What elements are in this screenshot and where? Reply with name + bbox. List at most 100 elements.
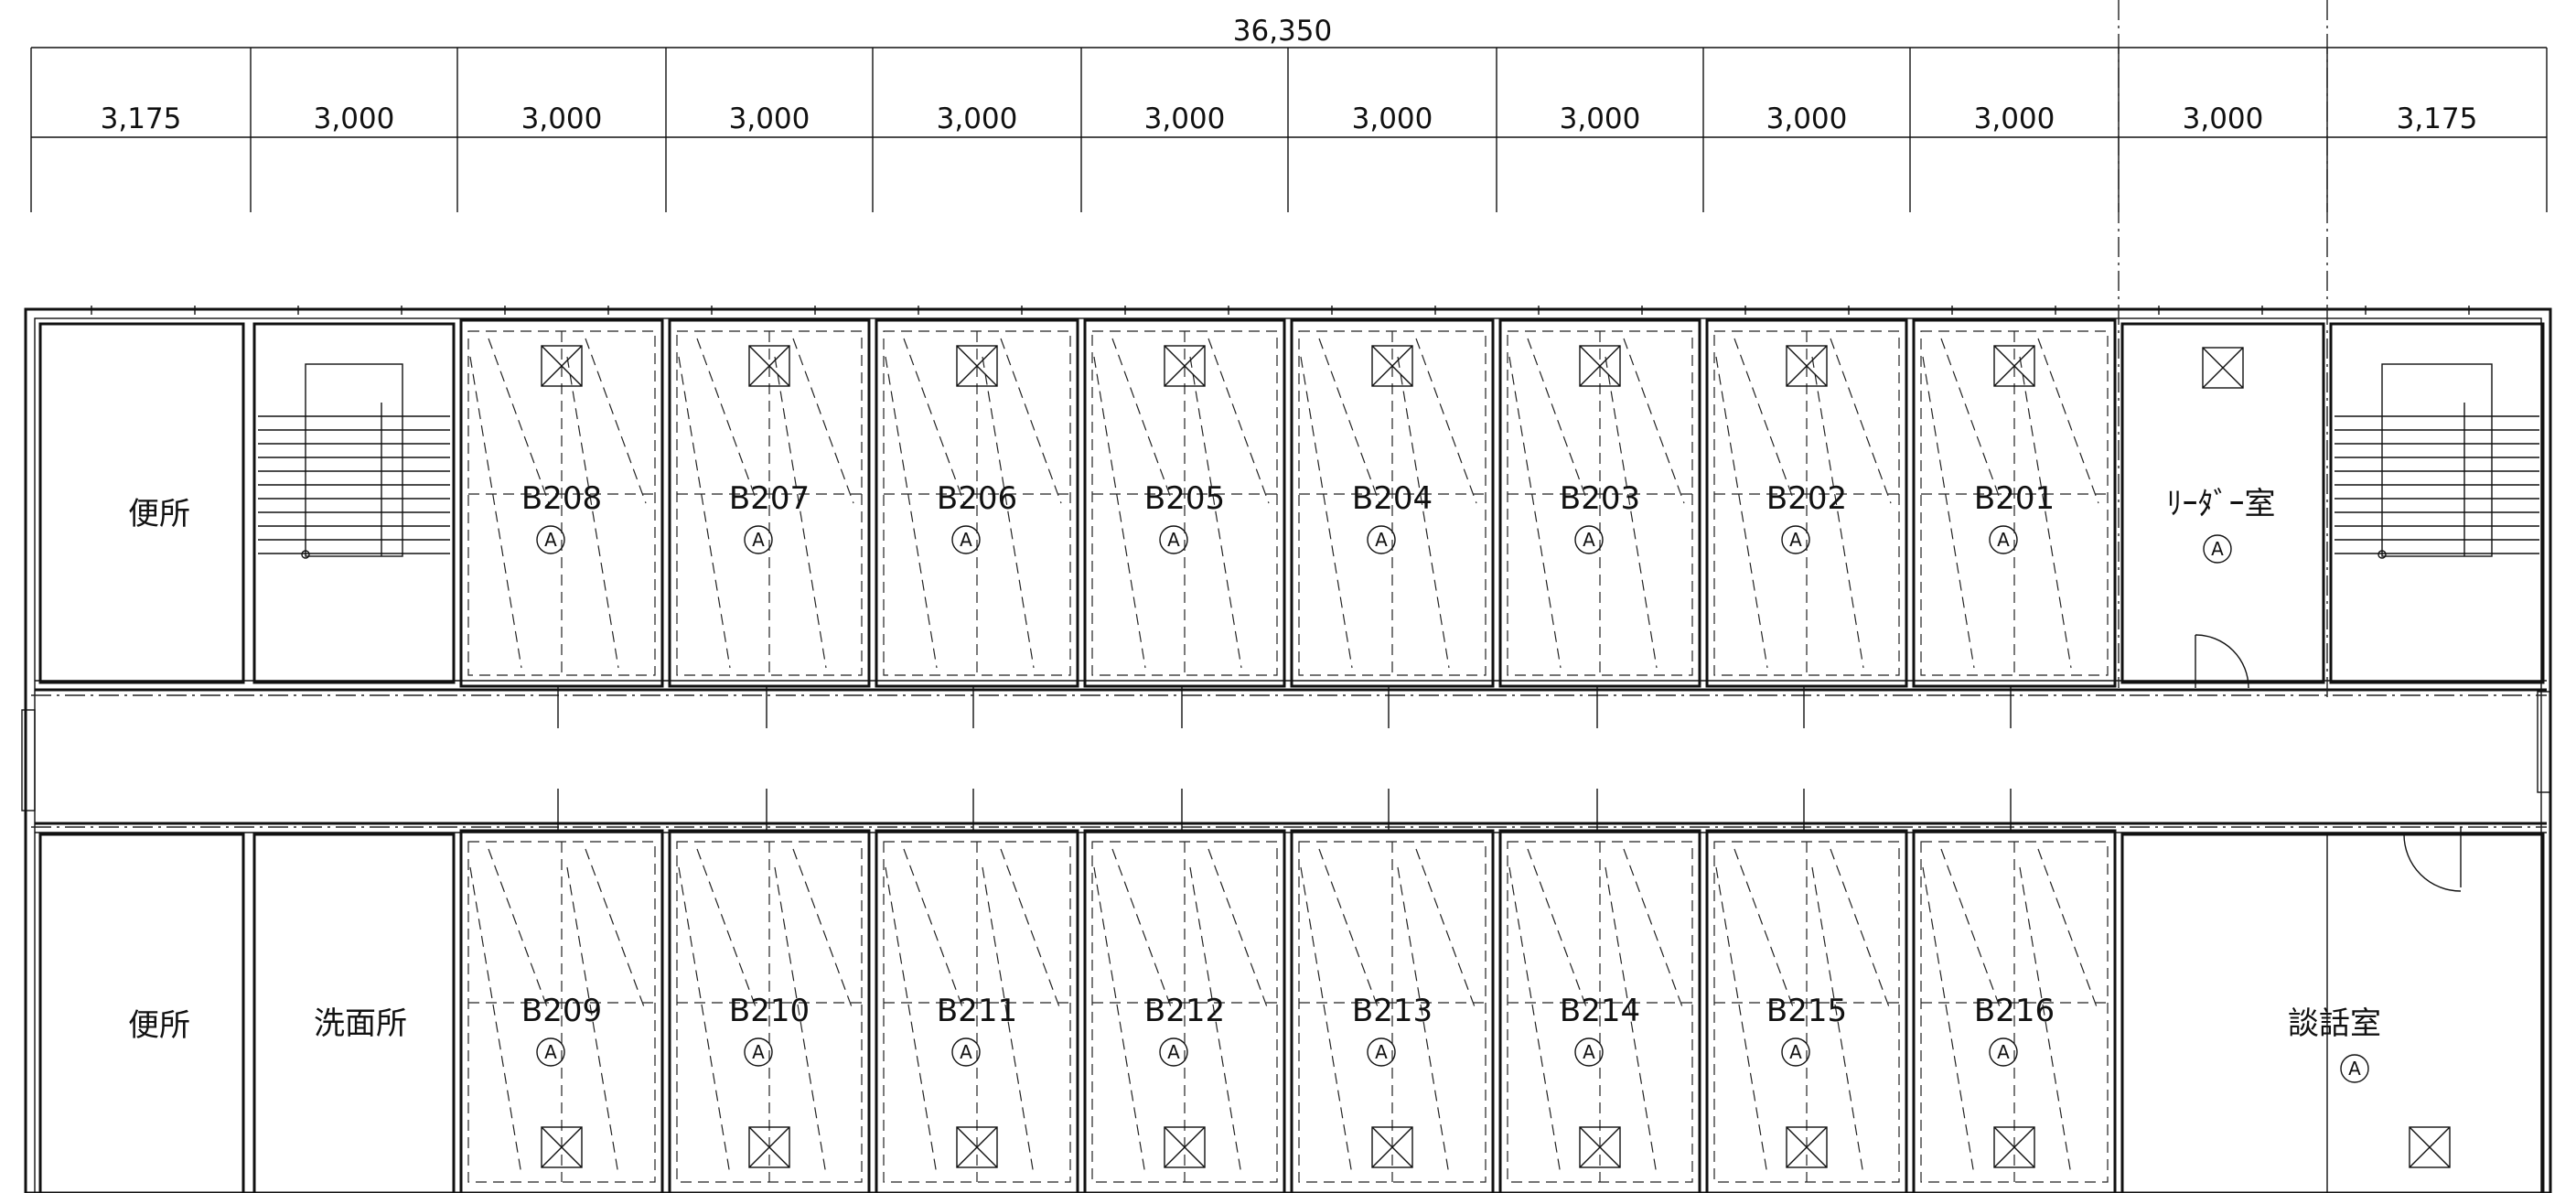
room-label-washroom: 洗面所 <box>314 1005 407 1042</box>
svg-text:A: A <box>544 1041 557 1063</box>
total-dimension: 36,350 <box>1233 15 1332 48</box>
span-dimension-9: 3,000 <box>1766 102 1848 135</box>
unit-label-top-5: B204 <box>1352 480 1433 517</box>
mark-bottom-3: A <box>951 1037 981 1067</box>
span-dimension-7: 3,000 <box>1352 102 1433 135</box>
ac-unit-top-3 <box>956 345 998 387</box>
unit-label-top-7: B202 <box>1766 480 1847 517</box>
unit-label-bottom-3: B211 <box>937 993 1017 1029</box>
unit-room-top-6: B203 A <box>1498 318 1701 728</box>
mark-top-6: A <box>1574 525 1604 554</box>
exterior-wall-inner <box>34 317 2542 1193</box>
ac-unit-leader-room <box>2202 347 2244 389</box>
svg-text:A: A <box>2348 1058 2361 1080</box>
ac-unit-lounge <box>2409 1126 2451 1168</box>
span-dimension-4: 3,000 <box>729 102 810 135</box>
lounge-walls <box>2120 827 2545 1193</box>
unit-room-bottom-1: B209 A <box>459 789 664 1193</box>
span-dimension-11: 3,000 <box>2183 102 2264 135</box>
svg-text:A: A <box>1167 1041 1180 1063</box>
unit-label-bottom-2: B210 <box>729 993 810 1029</box>
mark-bottom-8: A <box>1989 1037 2018 1067</box>
svg-text:A: A <box>752 1041 765 1063</box>
unit-room-top-1: B208 A <box>459 318 664 728</box>
span-dimension-2: 3,000 <box>314 102 395 135</box>
span-dimension-6: 3,000 <box>1144 102 1226 135</box>
washroom: 洗面所 <box>314 1005 407 1042</box>
svg-text:A: A <box>752 529 765 551</box>
unit-label-bottom-4: B212 <box>1144 993 1225 1029</box>
washroom-wall <box>252 833 456 1193</box>
svg-text:A: A <box>1789 1041 1802 1063</box>
ac-unit-bottom-7 <box>1786 1126 1828 1168</box>
room-label-leader-room: ﾘｰﾀﾞｰ室 <box>2167 486 2276 522</box>
span-dimension-5: 3,000 <box>937 102 1018 135</box>
unit-room-top-3: B206 A <box>875 318 1079 728</box>
unit-room-bottom-5: B213 A <box>1290 789 1495 1193</box>
unit-label-top-1: B208 <box>521 480 602 517</box>
unit-room-top-5: B204 A <box>1290 318 1495 728</box>
span-dimension-10: 3,000 <box>1974 102 2055 135</box>
service-rooms <box>38 322 456 1193</box>
unit-room-top-4: B205 A <box>1083 318 1286 728</box>
toilet-top-wall <box>38 322 245 684</box>
unit-room-top-8: B201 A <box>1912 318 2117 728</box>
svg-text:A: A <box>2211 538 2224 560</box>
grid-center-lines <box>31 0 2547 828</box>
ac-unit-bottom-1 <box>541 1126 583 1168</box>
unit-label-bottom-7: B215 <box>1766 993 1847 1029</box>
ac-unit-top-5 <box>1371 345 1413 387</box>
unit-label-top-3: B206 <box>937 480 1017 517</box>
mark-top-5: A <box>1367 525 1396 554</box>
ac-unit-top-2 <box>748 345 790 387</box>
svg-text:A: A <box>1167 529 1180 551</box>
stair-right <box>2329 322 2545 684</box>
span-dimension-1: 3,175 <box>101 102 182 135</box>
lounge: 談話室 <box>2288 1005 2381 1042</box>
mark-leader-room: A <box>2203 534 2232 564</box>
span-dimension-3: 3,000 <box>521 102 603 135</box>
unit-room-bottom-6: B214 A <box>1498 789 1701 1193</box>
mark-top-1: A <box>536 525 565 554</box>
unit-room-bottom-2: B210 A <box>668 789 871 1193</box>
room-label-lounge: 談話室 <box>2288 1005 2381 1042</box>
unit-label-top-2: B207 <box>729 480 810 517</box>
ac-unit-bottom-4 <box>1164 1126 1206 1168</box>
stair-left <box>252 322 456 684</box>
unit-label-bottom-8: B216 <box>1974 993 2055 1029</box>
exterior-wall-outer <box>24 307 2552 1193</box>
corridor-window-left <box>21 709 36 811</box>
leader-room: ﾘｰﾀﾞｰ室 <box>2167 486 2276 522</box>
rooms: B208 A B207 A B206 A B205 A B204 A B203 A B202 A B201 A… <box>38 318 2545 1193</box>
span-dimension-8: 3,000 <box>1560 102 1641 135</box>
ac-unit-top-1 <box>541 345 583 387</box>
ac-unit-bottom-3 <box>956 1126 998 1168</box>
corridor-window-right <box>2537 691 2551 793</box>
svg-text:A: A <box>1375 1041 1388 1063</box>
mark-bottom-5: A <box>1367 1037 1396 1067</box>
mark-bottom-4: A <box>1159 1037 1188 1067</box>
mark-top-7: A <box>1781 525 1810 554</box>
unit-room-top-7: B202 A <box>1705 318 1908 728</box>
unit-label-top-4: B205 <box>1144 480 1225 517</box>
unit-label-top-8: B201 <box>1974 480 2055 517</box>
svg-text:A: A <box>1997 529 2010 551</box>
fixed-room-marks: AA <box>2203 534 2369 1083</box>
mark-top-4: A <box>1159 525 1188 554</box>
toilet-bottom: 便所 <box>128 1007 190 1044</box>
dimension-lines <box>30 47 2548 212</box>
mark-top-3: A <box>951 525 981 554</box>
ac-unit-top-7 <box>1786 345 1828 387</box>
room-label-toilet-bottom: 便所 <box>128 1007 190 1044</box>
toilet-bottom-wall <box>38 833 245 1193</box>
mark-bottom-2: A <box>744 1037 773 1067</box>
ac-unit-bottom-5 <box>1371 1126 1413 1168</box>
unit-room-bottom-4: B212 A <box>1083 789 1286 1193</box>
unit-label-bottom-1: B209 <box>521 993 602 1029</box>
building-outline <box>21 306 2552 1193</box>
unit-room-bottom-3: B211 A <box>875 789 1079 1193</box>
ac-unit-top-6 <box>1579 345 1621 387</box>
toilet-top: 便所 <box>128 496 190 532</box>
unit-label-bottom-5: B213 <box>1352 993 1433 1029</box>
